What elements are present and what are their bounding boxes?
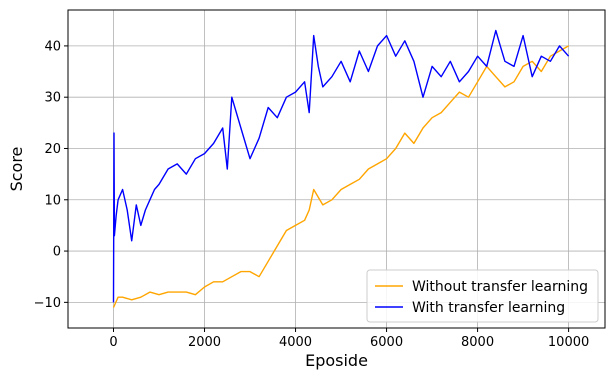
y-tick-label: 10	[44, 193, 61, 208]
y-tick-label: 40	[44, 39, 61, 54]
legend-label-1: With transfer learning	[412, 300, 565, 316]
y-axis-label: Score	[7, 147, 26, 192]
series-line-0	[112, 45, 569, 308]
series-line-1	[112, 29, 570, 303]
legend: Without transfer learning With transfer l…	[366, 269, 599, 323]
grid	[68, 10, 605, 328]
x-axis-label: Eposide	[305, 351, 368, 370]
x-tick-label: 0	[109, 335, 117, 350]
x-tick-label: 4000	[279, 335, 312, 350]
y-tick-label: 0	[53, 245, 61, 260]
series-lines	[112, 29, 570, 308]
y-tick-label: 30	[44, 91, 61, 106]
y-tick-label: 20	[44, 142, 61, 157]
y-axis-ticks: −10 0 10 20 30 40	[34, 39, 68, 311]
x-tick-label: 10000	[548, 335, 589, 350]
x-axis-ticks: 0 2000 4000 6000 8000 10000	[109, 328, 589, 350]
x-tick-label: 6000	[370, 335, 403, 350]
y-tick-label: −10	[34, 296, 61, 311]
x-tick-label: 2000	[188, 335, 221, 350]
plot-area-frame	[67, 9, 606, 329]
x-tick-label: 8000	[461, 335, 494, 350]
legend-label-0: Without transfer learning	[412, 279, 588, 295]
legend-box	[366, 269, 599, 323]
